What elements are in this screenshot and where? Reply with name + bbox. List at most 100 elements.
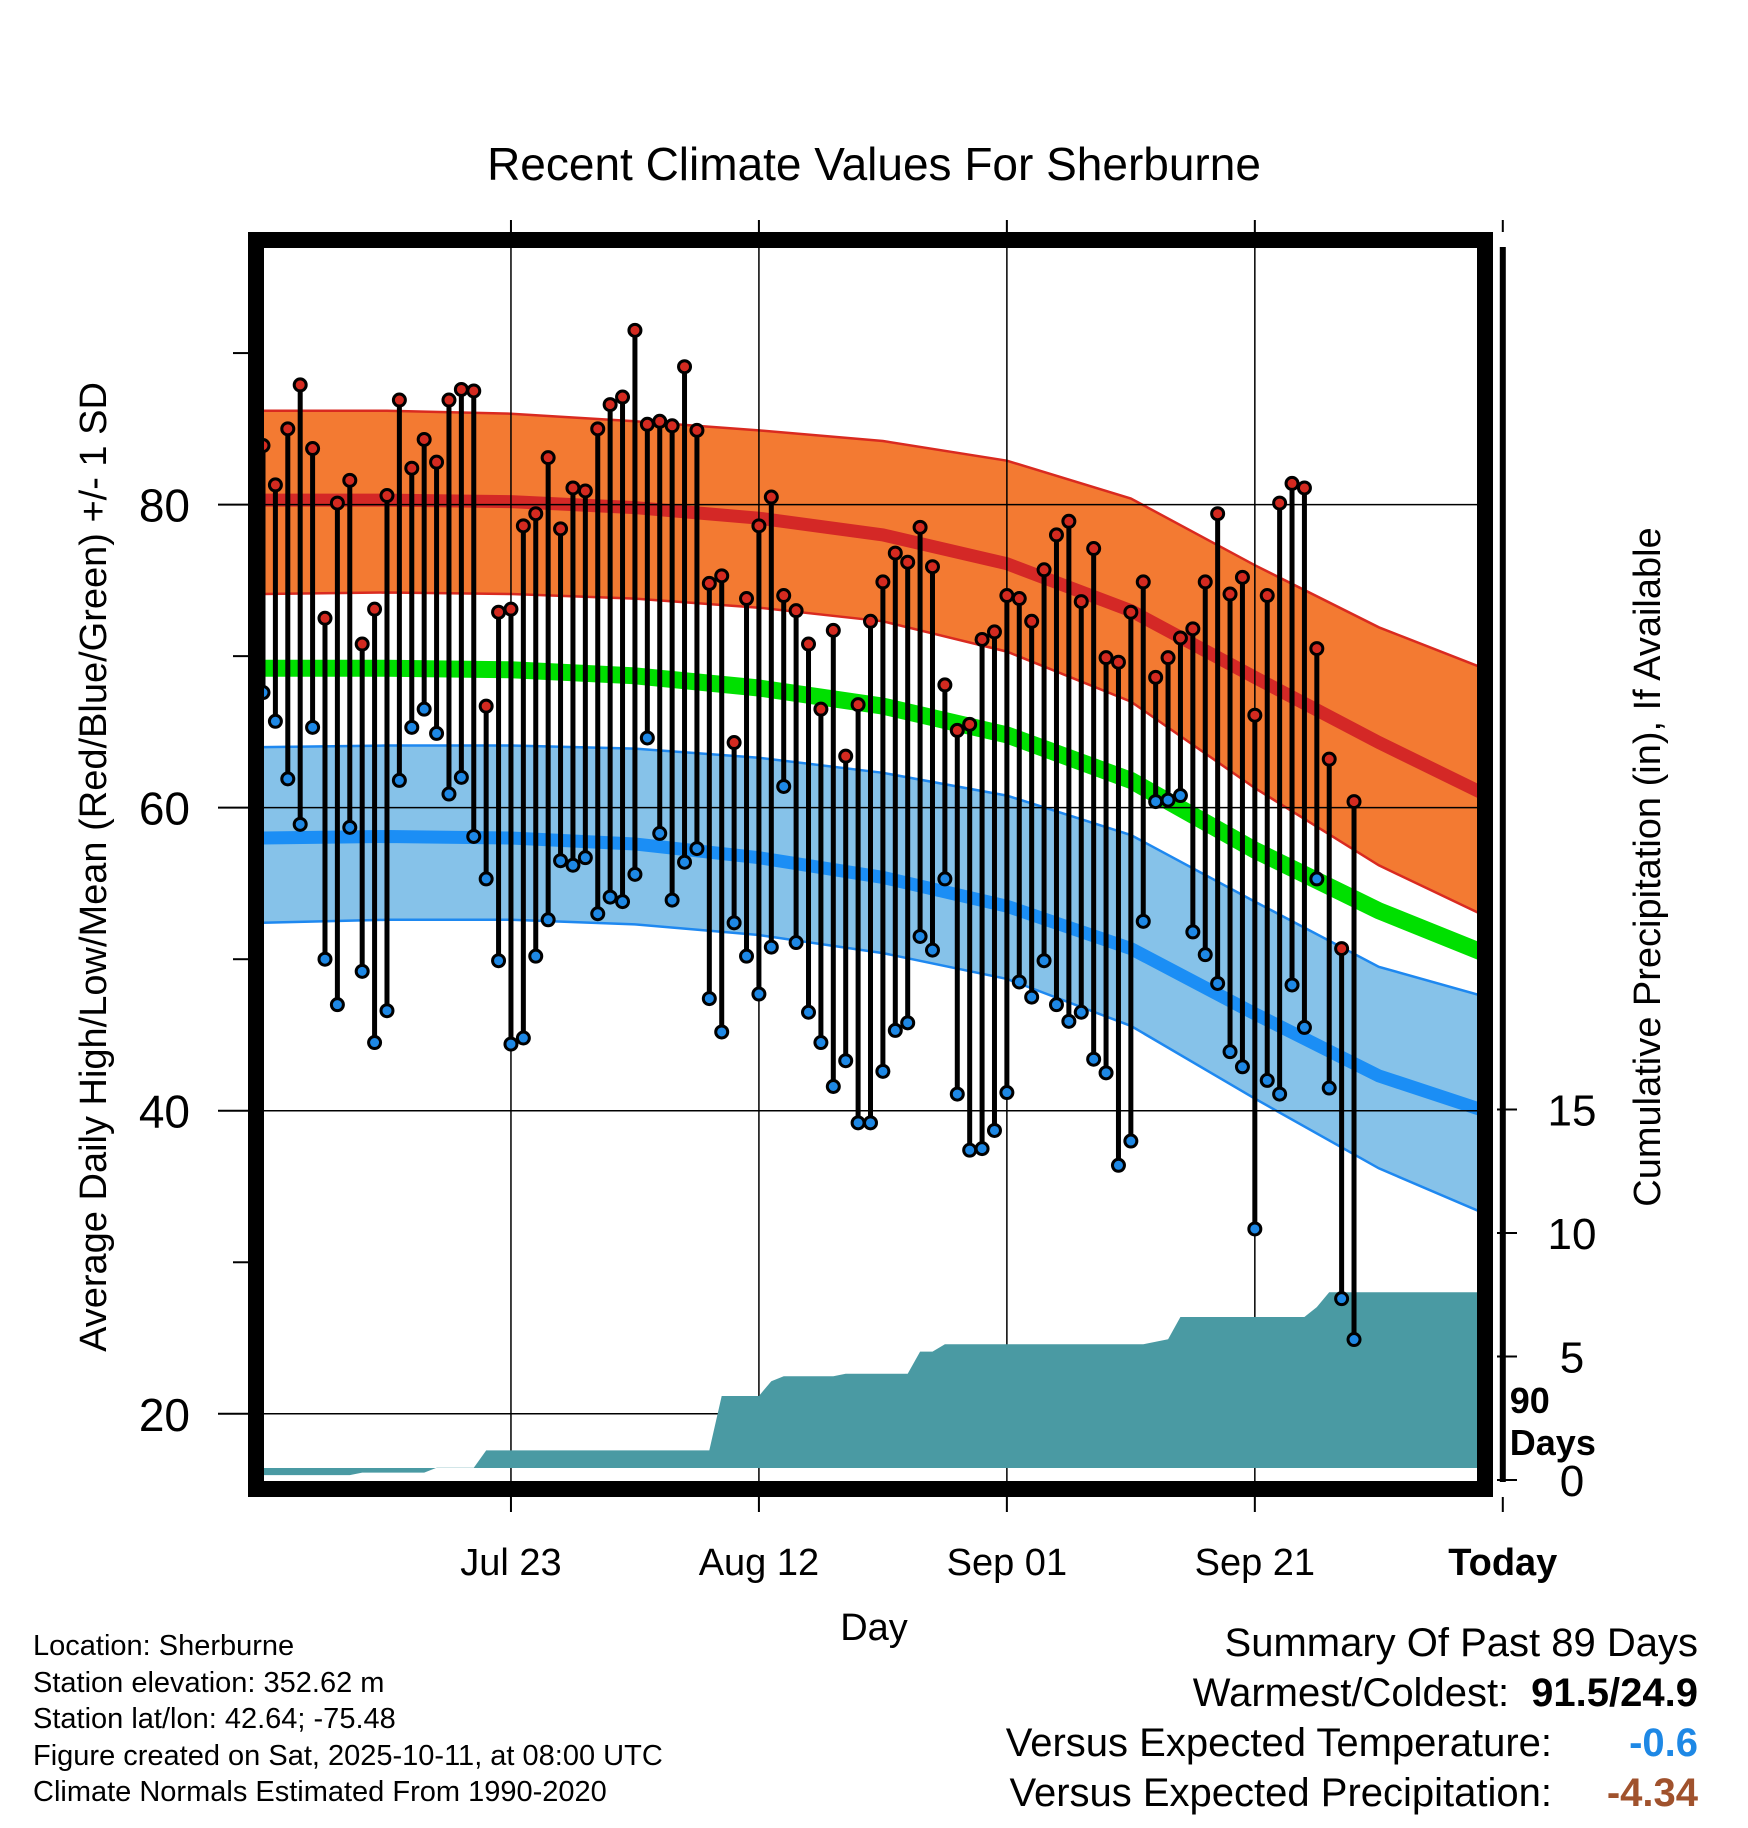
today-days-number: 90 [1510, 1380, 1550, 1421]
location-text: Location: Sherburne [33, 1630, 295, 1662]
x-tick-label: Aug 12 [699, 1542, 819, 1584]
warm-cold-value: 91.5/24.9 [1531, 1671, 1698, 1715]
low-dot [1185, 924, 1201, 940]
low-dot [577, 850, 593, 866]
warm-cold-row: Warmest/Coldest: 91.5/24.9 [1006, 1668, 1698, 1718]
plot-border [248, 232, 1493, 1497]
high-dot [1148, 669, 1164, 685]
high-sd-band-lower-edge [263, 591, 1478, 914]
high-dot [924, 559, 940, 575]
high-dot [689, 422, 705, 438]
high-dot [788, 603, 804, 619]
high-dot [590, 421, 606, 437]
low-dot [1148, 794, 1164, 810]
x-tick-label: Sep 01 [947, 1542, 1067, 1584]
low-dot [788, 935, 804, 951]
high-dot [1272, 495, 1288, 511]
low-dot [974, 1141, 990, 1157]
high-dot [726, 735, 742, 751]
low-dot [1309, 871, 1325, 887]
y2-tick-label: 5 [1560, 1334, 1584, 1383]
high-dot [974, 631, 990, 647]
low-dot [1346, 1332, 1362, 1348]
high-dot [453, 381, 469, 397]
today-days-word: Days [1510, 1422, 1596, 1463]
high-dot [999, 588, 1015, 604]
low-dot [986, 1122, 1002, 1138]
high-dot [602, 397, 618, 413]
high-dot [342, 472, 358, 488]
high-dot [416, 431, 432, 447]
low-dot [1123, 1133, 1139, 1149]
high-dot [763, 489, 779, 505]
low-dot [875, 1063, 891, 1079]
high-dot [354, 636, 370, 652]
station-info: Location: Sherburne Station elevation: 3… [33, 1628, 663, 1811]
low-dot [416, 701, 432, 717]
high-dot [1160, 650, 1176, 666]
high-dot [515, 518, 531, 534]
high-dot [1011, 591, 1027, 607]
high-dot [404, 460, 420, 476]
low-dot [639, 730, 655, 746]
low-dot [342, 819, 358, 835]
high-dot [391, 392, 407, 408]
low-dot [1210, 975, 1226, 991]
high-dot [528, 506, 544, 522]
low-dot [900, 1015, 916, 1031]
precip-label: Versus Expected Precipitation: [1009, 1771, 1552, 1815]
low-dot [491, 953, 507, 969]
high-dot [825, 622, 841, 638]
low-dot [739, 948, 755, 964]
high-dot [491, 604, 507, 620]
x-tick-label: Sep 21 [1195, 1542, 1315, 1584]
low-dot [962, 1142, 978, 1158]
low-dot [1110, 1157, 1126, 1173]
y-axis-label: Average Daily High/Low/Mean (Red/Blue/Gr… [73, 382, 115, 1352]
high-dot [329, 495, 345, 511]
low-dot [565, 857, 581, 873]
latlon-text: Station lat/lon: 42.64; -75.48 [33, 1703, 396, 1735]
low-dot [999, 1085, 1015, 1101]
high-dot [1061, 513, 1077, 529]
y2-tick-label: 10 [1548, 1210, 1597, 1259]
low-dot [292, 816, 308, 832]
normals-text: Climate Normals Estimated From 1990-2020 [33, 1776, 607, 1808]
high-dot [503, 601, 519, 617]
low-dot [453, 769, 469, 785]
high-dot [1110, 654, 1126, 670]
high-dot [850, 697, 866, 713]
high-dot [1259, 588, 1275, 604]
high-dot [466, 383, 482, 399]
high-dot [305, 441, 321, 457]
low-dot [602, 889, 618, 905]
x-tick-label: Jul 23 [460, 1542, 561, 1584]
high-dot [1346, 794, 1362, 810]
high-dot [1123, 604, 1139, 620]
high-dot [1210, 506, 1226, 522]
y2-axis-label: Cumulative Precipitation (in), If Availa… [1627, 527, 1669, 1206]
low-dot [305, 719, 321, 735]
high-dot [739, 591, 755, 607]
low-dot [652, 825, 668, 841]
low-dot [528, 948, 544, 964]
low-dot [478, 871, 494, 887]
high-dot [838, 748, 854, 764]
low-dot [912, 928, 928, 944]
low-dot [1036, 953, 1052, 969]
chart-title: Recent Climate Values For Sherburne [487, 138, 1261, 190]
created-text: Figure created on Sat, 2025-10-11, at 08… [33, 1739, 663, 1772]
low-dot [751, 986, 767, 1002]
high-dot [379, 488, 395, 504]
low-dot [441, 786, 457, 802]
low-dot [689, 841, 705, 857]
low-dot [763, 939, 779, 955]
high-dot [615, 389, 631, 405]
high-dot [677, 359, 693, 375]
low-dot [1247, 1221, 1263, 1237]
low-dot [1222, 1044, 1238, 1060]
y-tick-label: 40 [139, 1086, 190, 1138]
high-dot [639, 416, 655, 432]
